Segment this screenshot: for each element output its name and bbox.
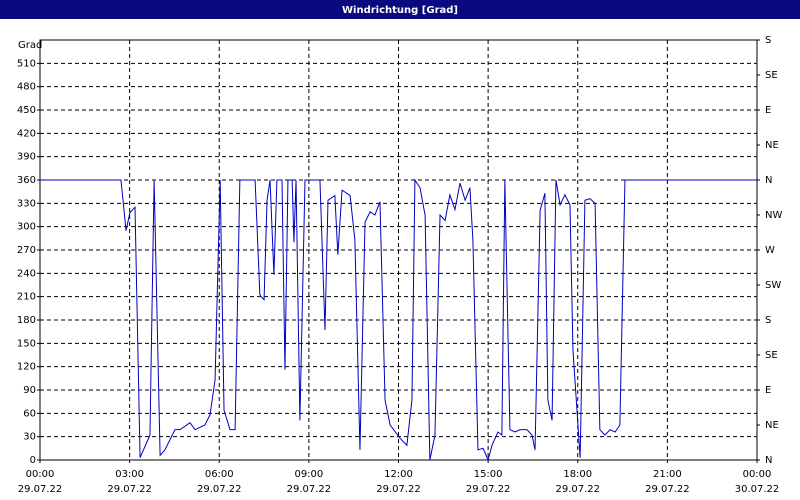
y-tick-label: 450: [17, 105, 36, 116]
x-tick-label: 09:00: [294, 469, 323, 480]
y2-tick-label: SE: [765, 350, 778, 361]
y2-tick-label: SW: [765, 280, 781, 291]
x-tick-label: 00:00: [26, 469, 55, 480]
x-tick-date: 29.07.22: [287, 484, 332, 495]
y-tick-label: 510: [17, 58, 36, 69]
y-tick-label: 240: [17, 268, 36, 279]
y2-tick-label: W: [765, 245, 775, 256]
y-tick-label: 180: [17, 315, 36, 326]
y-tick-label: 330: [17, 198, 36, 209]
x-tick-date: 29.07.22: [197, 484, 242, 495]
chart-title: Windrichtung [Grad]: [342, 5, 458, 16]
title-bar: [0, 0, 800, 19]
y-tick-label: 360: [17, 175, 36, 186]
x-tick-label: 21:00: [653, 469, 682, 480]
y-tick-label: 420: [17, 128, 36, 139]
y2-tick-label: E: [765, 385, 771, 396]
x-tick-date: 30.07.22: [735, 484, 780, 495]
y-tick-label: 90: [23, 385, 36, 396]
y-tick-label: 390: [17, 152, 36, 163]
y2-tick-label: E: [765, 105, 771, 116]
y-tick-label: 120: [17, 362, 36, 373]
x-tick-date: 29.07.22: [555, 484, 600, 495]
x-tick-label: 06:00: [205, 469, 234, 480]
y-tick-label: 300: [17, 222, 36, 233]
x-tick-label: 12:00: [384, 469, 413, 480]
y2-tick-label: NE: [765, 420, 779, 431]
y2-tick-label: S: [765, 35, 771, 46]
y-tick-label: 0: [30, 455, 36, 466]
y2-tick-label: NE: [765, 140, 779, 151]
y2-tick-label: N: [765, 175, 772, 186]
y2-tick-label: SE: [765, 70, 778, 81]
y2-tick-label: S: [765, 315, 771, 326]
x-tick-date: 29.07.22: [18, 484, 63, 495]
x-tick-date: 29.07.22: [107, 484, 152, 495]
y-axis-label: Grad: [18, 40, 42, 51]
x-tick-date: 29.07.22: [376, 484, 421, 495]
y-tick-label: 210: [17, 292, 36, 303]
y-tick-label: 150: [17, 338, 36, 349]
y2-tick-label: NW: [765, 210, 782, 221]
x-tick-label: 18:00: [563, 469, 592, 480]
x-tick-label: 15:00: [474, 469, 503, 480]
x-tick-label: 03:00: [115, 469, 144, 480]
data-line: [40, 178, 757, 462]
x-tick-date: 29.07.22: [645, 484, 690, 495]
y-tick-label: 60: [23, 408, 36, 419]
y-tick-label: 30: [23, 432, 36, 443]
x-tick-label: 00:00: [743, 469, 772, 480]
x-tick-date: 29.07.22: [466, 484, 511, 495]
y-tick-label: 270: [17, 245, 36, 256]
y2-tick-label: N: [765, 455, 772, 466]
y-tick-label: 480: [17, 82, 36, 93]
